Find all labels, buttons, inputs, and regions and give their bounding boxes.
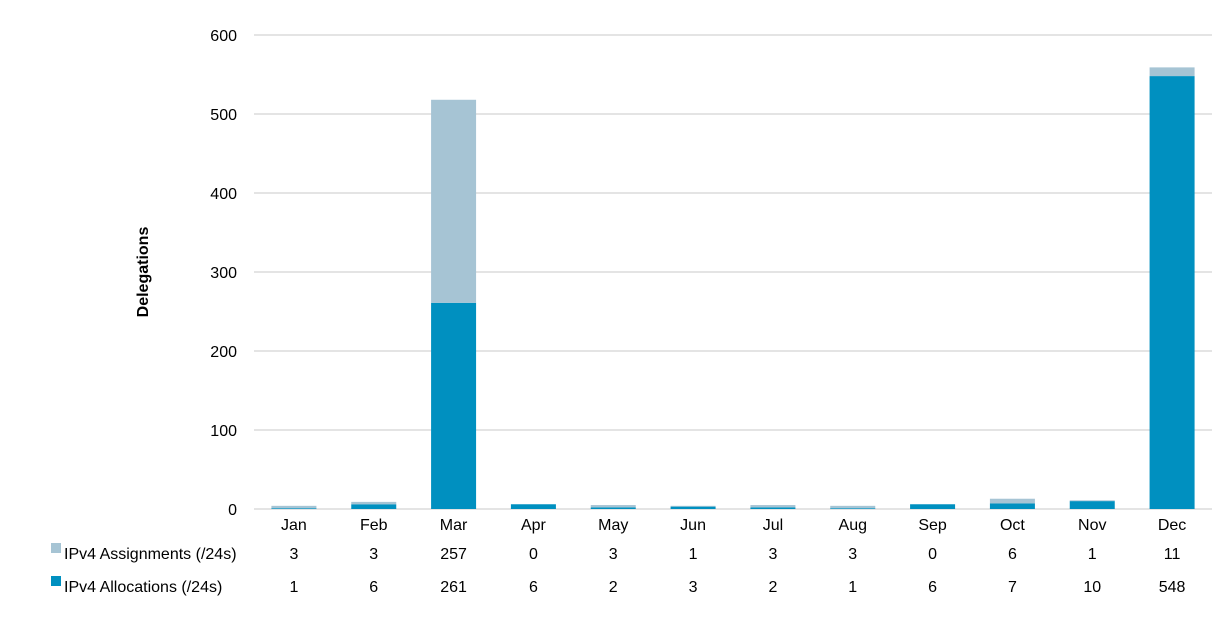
bar-segment xyxy=(830,508,876,510)
bar-segment xyxy=(431,99,477,303)
bar-segment xyxy=(590,505,636,508)
bar-segment xyxy=(750,505,796,508)
legend-label: IPv4 Allocations (/24s) xyxy=(64,579,222,596)
bar-segment xyxy=(989,498,1035,504)
legend-swatch xyxy=(51,576,61,586)
y-tick-label: 500 xyxy=(210,107,237,124)
bar-segment xyxy=(271,505,317,509)
table-value: 10 xyxy=(1083,579,1101,596)
table-value: 6 xyxy=(529,579,538,596)
table-value: 261 xyxy=(440,579,467,596)
x-tick-label: Oct xyxy=(1000,517,1025,534)
table-value: 1 xyxy=(289,579,298,596)
x-tick-label: Aug xyxy=(839,517,867,534)
table-value: 2 xyxy=(768,579,777,596)
table-value: 0 xyxy=(529,546,538,563)
y-tick-label: 200 xyxy=(210,344,237,361)
table-value: 3 xyxy=(289,546,298,563)
x-tick-label: Jan xyxy=(281,517,307,534)
x-tick-label: Apr xyxy=(521,517,547,534)
y-tick-label: 600 xyxy=(210,28,237,45)
y-tick-label: 0 xyxy=(228,502,237,519)
table-value: 0 xyxy=(928,546,937,563)
bar-segment xyxy=(351,504,397,509)
data-table: IPv4 Assignments (/24s) 3 3 257 0 3 1 3 3 0 6 1 11IP… xyxy=(51,543,1186,596)
x-tick-label: Dec xyxy=(1158,517,1186,534)
gridlines xyxy=(254,34,1212,510)
table-value: 7 xyxy=(1008,579,1017,596)
legend-swatch xyxy=(51,543,61,553)
table-value: 3 xyxy=(369,546,378,563)
bar-segment xyxy=(1069,500,1115,502)
table-value: 2 xyxy=(609,579,618,596)
table-value: 3 xyxy=(609,546,618,563)
bar-segment xyxy=(1149,76,1195,509)
x-tick-label: May xyxy=(598,517,628,534)
table-value: 3 xyxy=(848,546,857,563)
bar-segment xyxy=(750,507,796,509)
table-value: 6 xyxy=(369,579,378,596)
x-tick-label: Jun xyxy=(680,517,706,534)
table-value: 1 xyxy=(1088,546,1097,563)
table-value: 6 xyxy=(1008,546,1017,563)
x-tick-label: Jul xyxy=(763,517,783,534)
bar-segment xyxy=(670,505,716,507)
legend-label: IPv4 Assignments (/24s) xyxy=(64,546,237,563)
table-value: 1 xyxy=(689,546,698,563)
table-value: 257 xyxy=(440,546,467,563)
y-axis-label: Delegations xyxy=(135,227,152,318)
bar-segment xyxy=(590,507,636,509)
x-tick-label: Sep xyxy=(918,517,947,534)
table-value: 3 xyxy=(689,579,698,596)
bar-segment xyxy=(510,504,556,509)
table-value: 1 xyxy=(848,579,857,596)
y-tick-label: 300 xyxy=(210,265,237,282)
table-value: 548 xyxy=(1159,579,1186,596)
bar-segment xyxy=(910,504,956,509)
x-axis-ticks: Jan Feb Mar Apr May Jun Jul Aug Sep Oct Nov Dec xyxy=(281,517,1186,534)
bar-segment xyxy=(830,505,876,509)
x-tick-label: Nov xyxy=(1078,517,1106,534)
y-tick-label: 400 xyxy=(210,186,237,203)
bar-segment xyxy=(431,302,477,509)
table-value: 11 xyxy=(1164,546,1181,563)
bar-segment xyxy=(351,501,397,505)
y-tick-label: 100 xyxy=(210,423,237,440)
bar-segment xyxy=(271,508,317,510)
bars xyxy=(271,67,1195,510)
y-axis-ticks: 0 100 200 300 400 500 600 xyxy=(210,28,237,519)
bar-segment xyxy=(989,503,1035,509)
bar-segment xyxy=(1149,67,1195,77)
x-tick-label: Mar xyxy=(440,517,468,534)
table-value: 3 xyxy=(768,546,777,563)
table-value: 6 xyxy=(928,579,937,596)
x-tick-label: Feb xyxy=(360,517,388,534)
bar-segment xyxy=(670,506,716,509)
bar-segment xyxy=(1069,501,1115,509)
